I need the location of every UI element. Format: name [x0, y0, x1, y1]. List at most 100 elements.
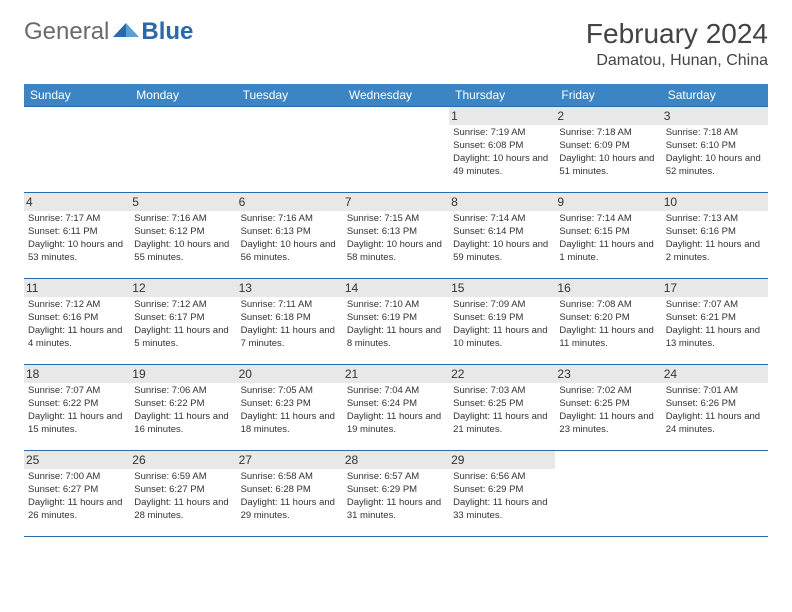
calendar-cell: 17Sunrise: 7:07 AMSunset: 6:21 PMDayligh… [662, 279, 768, 365]
day-number: 15 [449, 279, 555, 297]
calendar-cell: 9Sunrise: 7:14 AMSunset: 6:15 PMDaylight… [555, 193, 661, 279]
calendar-cell: 29Sunrise: 6:56 AMSunset: 6:29 PMDayligh… [449, 451, 555, 537]
sunrise-text: Sunrise: 6:56 AM [453, 471, 551, 484]
sunset-text: Sunset: 6:27 PM [134, 484, 232, 497]
daylight-text: Daylight: 11 hours and 33 minutes. [453, 497, 551, 523]
day-info: Sunrise: 6:56 AMSunset: 6:29 PMDaylight:… [453, 471, 551, 522]
day-info: Sunrise: 6:59 AMSunset: 6:27 PMDaylight:… [134, 471, 232, 522]
day-number: 4 [24, 193, 130, 211]
day-info: Sunrise: 7:14 AMSunset: 6:14 PMDaylight:… [453, 213, 551, 264]
daylight-text: Daylight: 11 hours and 21 minutes. [453, 411, 551, 437]
sunrise-text: Sunrise: 7:14 AM [559, 213, 657, 226]
daylight-text: Daylight: 11 hours and 29 minutes. [241, 497, 339, 523]
calendar-cell: 24Sunrise: 7:01 AMSunset: 6:26 PMDayligh… [662, 365, 768, 451]
calendar-cell [237, 107, 343, 193]
daylight-text: Daylight: 11 hours and 10 minutes. [453, 325, 551, 351]
calendar-cell: 8Sunrise: 7:14 AMSunset: 6:14 PMDaylight… [449, 193, 555, 279]
day-info: Sunrise: 7:03 AMSunset: 6:25 PMDaylight:… [453, 385, 551, 436]
calendar-table: Sunday Monday Tuesday Wednesday Thursday… [24, 84, 768, 537]
day-number: 17 [662, 279, 768, 297]
calendar-cell: 16Sunrise: 7:08 AMSunset: 6:20 PMDayligh… [555, 279, 661, 365]
sunrise-text: Sunrise: 7:12 AM [28, 299, 126, 312]
day-header-row: Sunday Monday Tuesday Wednesday Thursday… [24, 84, 768, 107]
sunset-text: Sunset: 6:21 PM [666, 312, 764, 325]
sunrise-text: Sunrise: 7:19 AM [453, 127, 551, 140]
day-number: 13 [237, 279, 343, 297]
sunrise-text: Sunrise: 7:05 AM [241, 385, 339, 398]
sunset-text: Sunset: 6:15 PM [559, 226, 657, 239]
calendar-cell: 10 Sunrise: 7:13 AMSunset: 6:16 PMDayligh… [662, 193, 768, 279]
sunset-text: Sunset: 6:18 PM [241, 312, 339, 325]
day-info: Sunrise: 7:16 AMSunset: 6:13 PMDaylight:… [241, 213, 339, 264]
day-number: 11 [24, 279, 130, 297]
calendar-cell: 18Sunrise: 7:07 AMSunset: 6:22 PMDayligh… [24, 365, 130, 451]
sunset-text: Sunset: 6:23 PM [241, 398, 339, 411]
day-number: 25 [24, 451, 130, 469]
sunset-text: Sunset: 6:13 PM [347, 226, 445, 239]
day-header: Tuesday [237, 84, 343, 107]
sunrise-text: Sunrise: 6:58 AM [241, 471, 339, 484]
logo-triangle-icon [113, 19, 139, 39]
calendar-cell: 1 Sunrise: 7:19 AMSunset: 6:08 PMDaylight… [449, 107, 555, 193]
sunset-text: Sunset: 6:22 PM [134, 398, 232, 411]
calendar-cell: 6Sunrise: 7:16 AMSunset: 6:13 PMDaylight… [237, 193, 343, 279]
calendar-cell: 26Sunrise: 6:59 AMSunset: 6:27 PMDayligh… [130, 451, 236, 537]
sunrise-text: Sunrise: 7:09 AM [453, 299, 551, 312]
calendar-cell: 12Sunrise: 7:12 AMSunset: 6:17 PMDayligh… [130, 279, 236, 365]
sunrise-text: Sunrise: 7:16 AM [134, 213, 232, 226]
calendar-cell: 7Sunrise: 7:15 AMSunset: 6:13 PMDaylight… [343, 193, 449, 279]
daylight-text: Daylight: 11 hours and 2 minutes. [666, 239, 764, 265]
sunrise-text: Sunrise: 7:06 AM [134, 385, 232, 398]
day-info: Sunrise: 7:08 AMSunset: 6:20 PMDaylight:… [559, 299, 657, 350]
calendar-cell [555, 451, 661, 537]
calendar-cell: 19Sunrise: 7:06 AMSunset: 6:22 PMDayligh… [130, 365, 236, 451]
day-number: 7 [343, 193, 449, 211]
daylight-text: Daylight: 10 hours and 51 minutes. [559, 153, 657, 179]
calendar-cell: 25Sunrise: 7:00 AMSunset: 6:27 PMDayligh… [24, 451, 130, 537]
daylight-text: Daylight: 10 hours and 58 minutes. [347, 239, 445, 265]
calendar-cell: 2Sunrise: 7:18 AMSunset: 6:09 PMDaylight… [555, 107, 661, 193]
day-number: 22 [449, 365, 555, 383]
calendar-cell [24, 107, 130, 193]
sunset-text: Sunset: 6:27 PM [28, 484, 126, 497]
daylight-text: Daylight: 10 hours and 52 minutes. [666, 153, 764, 179]
daylight-text: Daylight: 11 hours and 5 minutes. [134, 325, 232, 351]
sunset-text: Sunset: 6:11 PM [28, 226, 126, 239]
day-header: Wednesday [343, 84, 449, 107]
sunrise-text: Sunrise: 7:18 AM [666, 127, 764, 140]
sunrise-text: Sunrise: 7:07 AM [28, 385, 126, 398]
sunrise-text: Sunrise: 7:14 AM [453, 213, 551, 226]
calendar-cell: 23Sunrise: 7:02 AMSunset: 6:25 PMDayligh… [555, 365, 661, 451]
day-info: Sunrise: 7:14 AMSunset: 6:15 PMDaylight:… [559, 213, 657, 264]
sunset-text: Sunset: 6:25 PM [453, 398, 551, 411]
sunset-text: Sunset: 6:12 PM [134, 226, 232, 239]
day-info: Sunrise: 7:19 AMSunset: 6:08 PMDaylight:… [453, 127, 551, 178]
daylight-text: Daylight: 11 hours and 7 minutes. [241, 325, 339, 351]
sunset-text: Sunset: 6:16 PM [28, 312, 126, 325]
daylight-text: Daylight: 10 hours and 49 minutes. [453, 153, 551, 179]
calendar-cell: 27Sunrise: 6:58 AMSunset: 6:28 PMDayligh… [237, 451, 343, 537]
sunrise-text: Sunrise: 7:04 AM [347, 385, 445, 398]
sunset-text: Sunset: 6:19 PM [453, 312, 551, 325]
daylight-text: Daylight: 11 hours and 18 minutes. [241, 411, 339, 437]
location-subtitle: Damatou, Hunan, China [586, 52, 768, 70]
calendar-row: 18Sunrise: 7:07 AMSunset: 6:22 PMDayligh… [24, 365, 768, 451]
day-info: Sunrise: 7:13 AMSunset: 6:16 PMDaylight:… [666, 213, 764, 264]
day-number: 20 [237, 365, 343, 383]
day-number: 27 [237, 451, 343, 469]
daylight-text: Daylight: 11 hours and 26 minutes. [28, 497, 126, 523]
sunrise-text: Sunrise: 7:10 AM [347, 299, 445, 312]
day-info: Sunrise: 7:11 AMSunset: 6:18 PMDaylight:… [241, 299, 339, 350]
day-number: 23 [555, 365, 661, 383]
day-info: Sunrise: 7:18 AMSunset: 6:10 PMDaylight:… [666, 127, 764, 178]
calendar-cell: 20 Sunrise: 7:05 AMSunset: 6:23 PMDayligh… [237, 365, 343, 451]
calendar-cell: 11Sunrise: 7:12 AMSunset: 6:16 PMDayligh… [24, 279, 130, 365]
day-number: 10 [662, 193, 768, 211]
page-title: February 2024 [586, 18, 768, 50]
day-number: 1 [449, 107, 555, 125]
calendar-cell: 28Sunrise: 6:57 AMSunset: 6:29 PMDayligh… [343, 451, 449, 537]
day-info: Sunrise: 7:16 AMSunset: 6:12 PMDaylight:… [134, 213, 232, 264]
calendar-cell [343, 107, 449, 193]
day-info: Sunrise: 7:01 AMSunset: 6:26 PMDaylight:… [666, 385, 764, 436]
sunrise-text: Sunrise: 7:08 AM [559, 299, 657, 312]
